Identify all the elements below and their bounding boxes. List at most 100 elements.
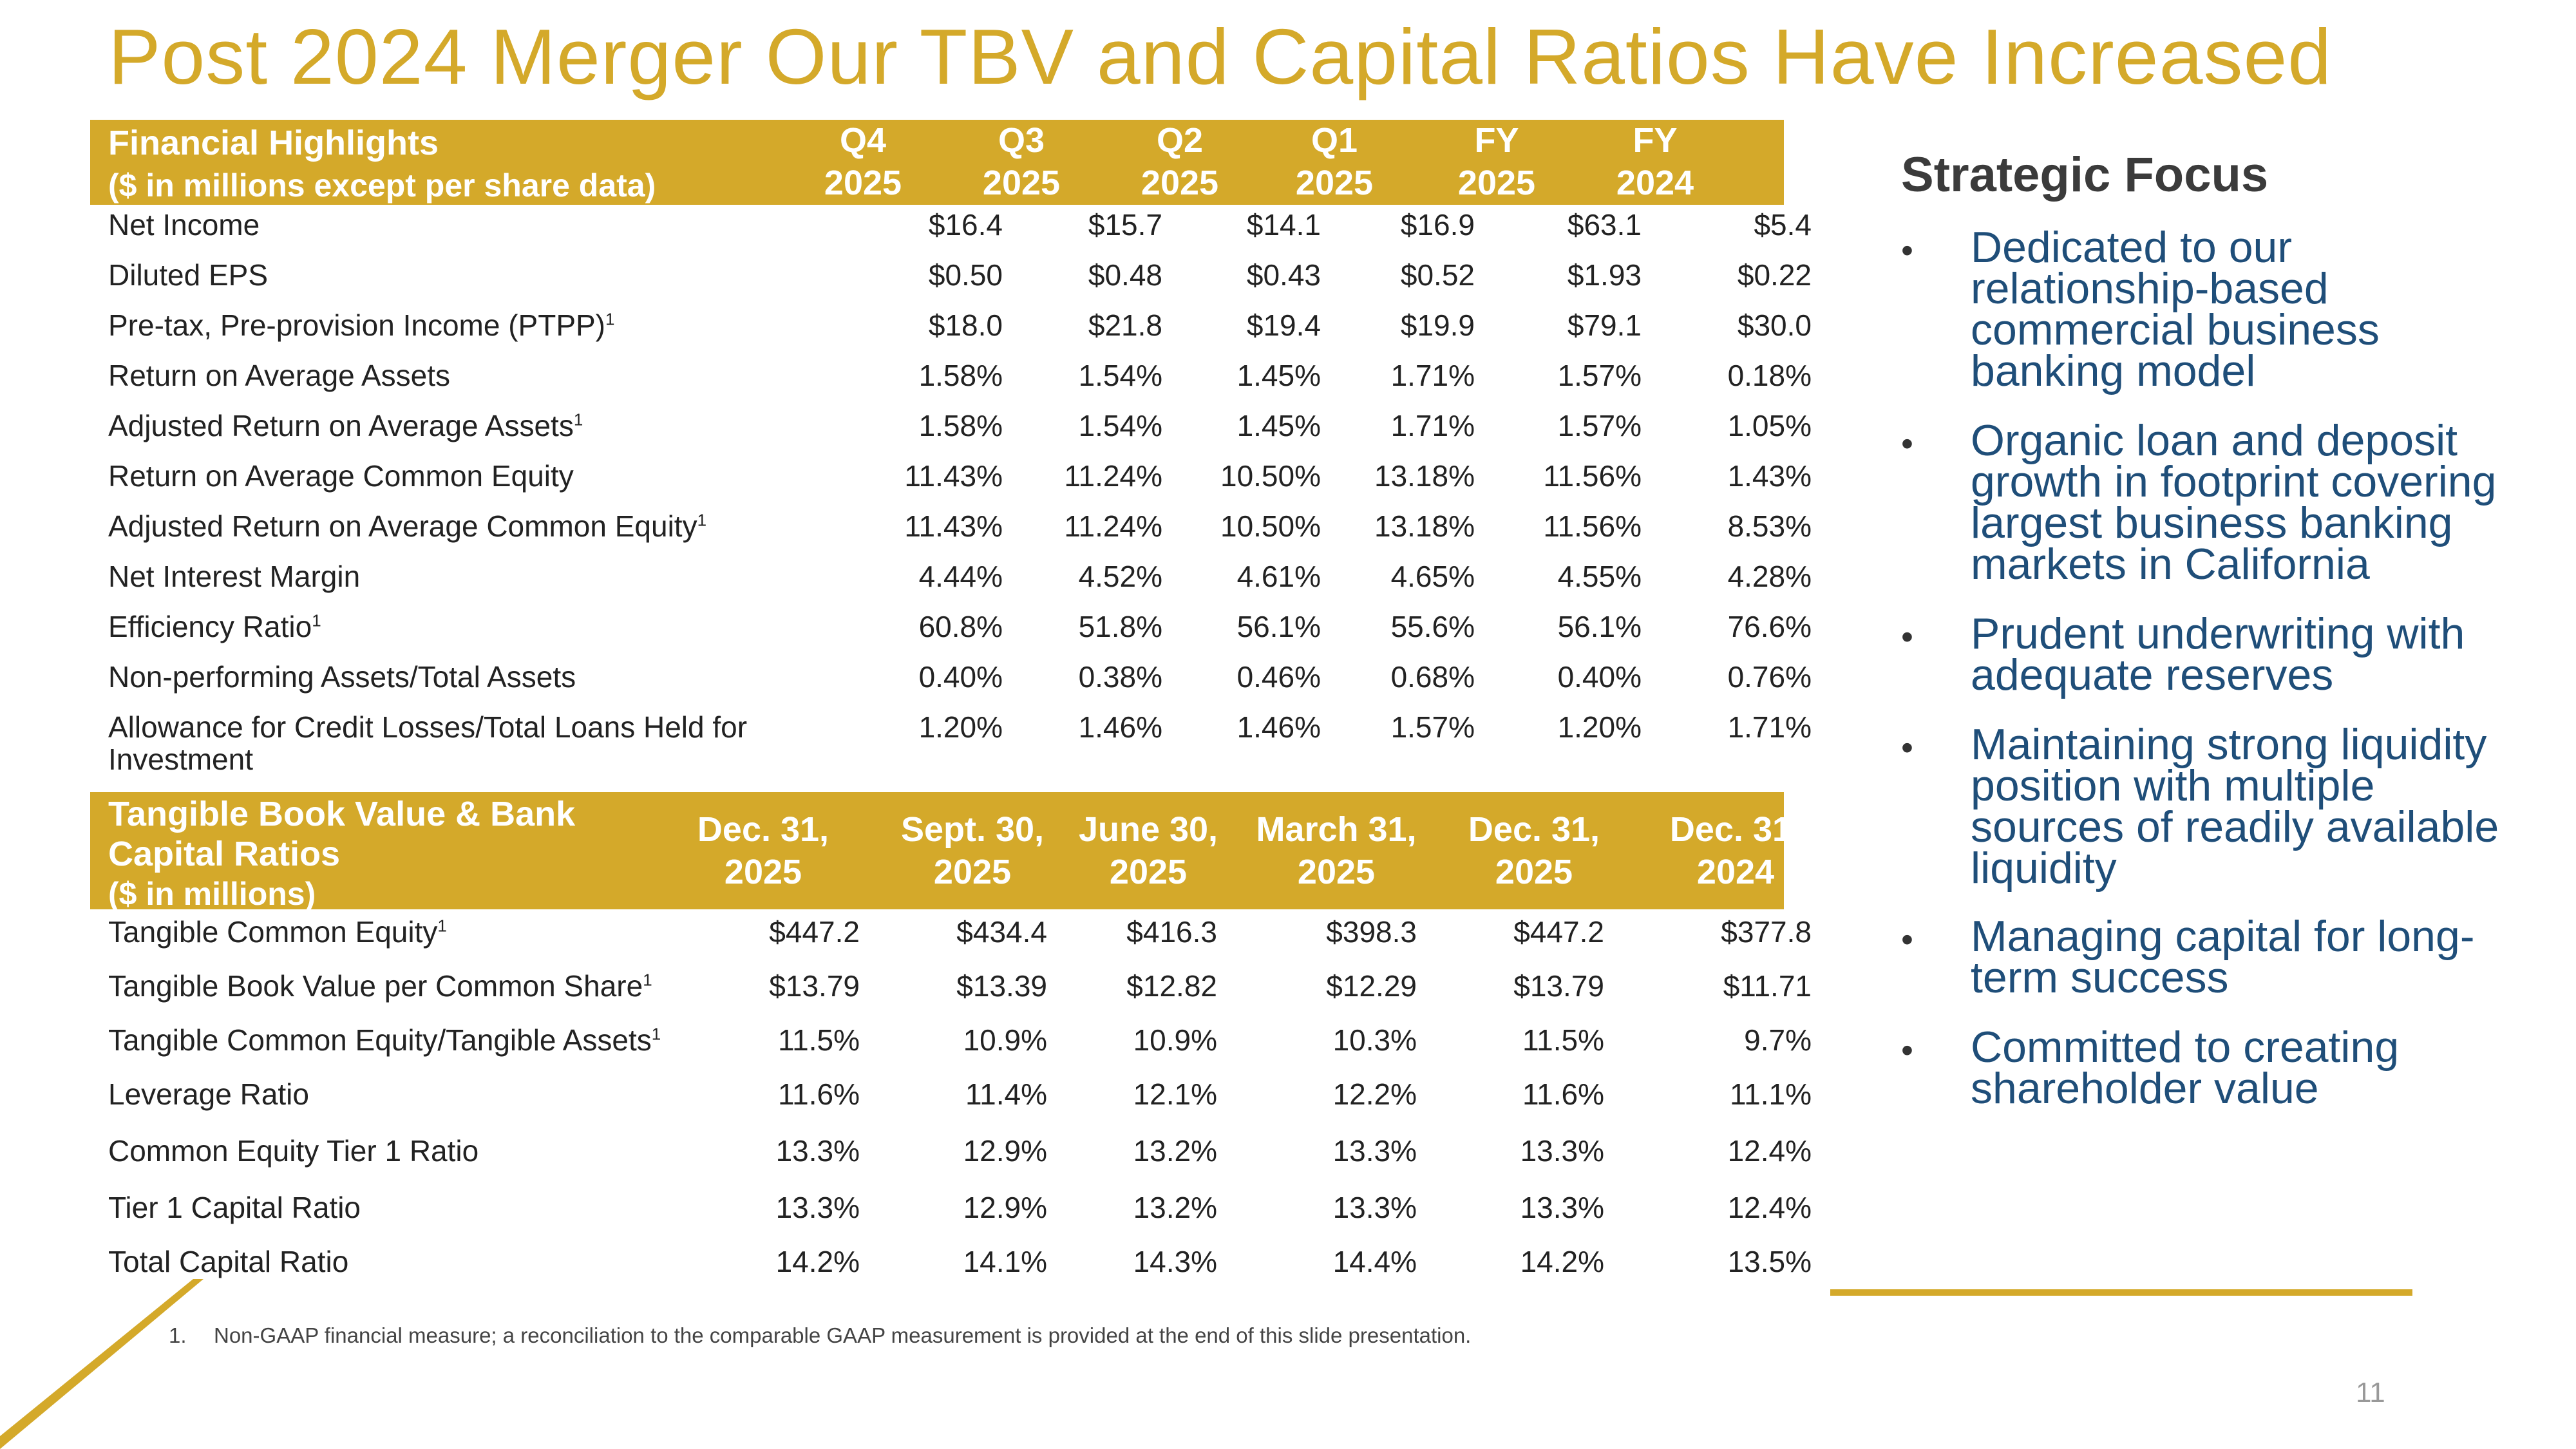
- fh-cell: 60.8%: [918, 610, 1003, 643]
- footnote-marker: 1: [697, 510, 707, 530]
- tbv-row-label-text: Tangible Book Value per Common Share: [108, 969, 643, 1003]
- tbv-cell: 12.4%: [1727, 1191, 1812, 1224]
- bullet-text: Managing capital for long-term success: [1971, 914, 2570, 999]
- footnote-marker: 1: [605, 309, 615, 329]
- bullet-text-line: commercial business: [1971, 305, 2380, 354]
- fh-row-label-text: Diluted EPS: [108, 258, 269, 292]
- tbv-row-label-text: Tangible Common Equity/Tangible Assets: [108, 1023, 652, 1057]
- tbv-cell: 13.2%: [1133, 1191, 1217, 1224]
- fh-col-header-year: 2025: [1457, 164, 1536, 202]
- tbv-cell: $398.3: [1326, 915, 1417, 949]
- tbv-row-label-text: Total Capital Ratio: [108, 1245, 349, 1278]
- bullet-dot-icon: •: [1901, 728, 1913, 767]
- fh-col-header-period: Q4: [839, 121, 887, 160]
- tbv-header-band: Tangible Book Value & Bank Capital Ratios…: [90, 792, 1801, 912]
- bullet-text-line: growth in footprint covering: [1971, 457, 2497, 506]
- footnote-marker: 1: [643, 970, 652, 990]
- fh-cell: 1.20%: [1557, 710, 1642, 744]
- fh-cell: 1.45%: [1236, 409, 1321, 442]
- bullet-text-line: Dedicated to our: [1971, 223, 2292, 272]
- fh-row-label-text: Efficiency Ratio: [108, 610, 312, 643]
- fh-cell: 56.1%: [1236, 610, 1321, 643]
- tbv-row-label: Total Capital Ratio: [108, 1244, 348, 1279]
- fh-cell: 1.71%: [1390, 359, 1475, 392]
- fh-row-label: Net Income: [108, 207, 260, 242]
- fh-cell: $0.48: [1088, 258, 1162, 292]
- fh-cell: 0.18%: [1727, 359, 1812, 392]
- fh-row-label: Pre-tax, Pre-provision Income (PTPP)1: [108, 308, 614, 343]
- bullet-text-line: shareholder value: [1971, 1064, 2319, 1113]
- fh-cell: 51.8%: [1078, 610, 1162, 643]
- fh-cell: 8.53%: [1727, 509, 1812, 543]
- tbv-cell: $12.82: [1126, 969, 1217, 1003]
- fh-cell: 11.43%: [904, 459, 1003, 493]
- bullet-text-line: adequate reserves: [1971, 650, 2334, 699]
- bullet-dot-icon: •: [1901, 424, 1913, 463]
- tbv-row-label: Leverage Ratio: [108, 1077, 309, 1112]
- page-number: 11: [2356, 1377, 2385, 1408]
- tbv-cell: 12.2%: [1332, 1077, 1417, 1111]
- tbv-cell: 13.2%: [1133, 1134, 1217, 1168]
- bullet-text-line: sources of readily available: [1971, 802, 2499, 851]
- fh-cell: 13.18%: [1374, 459, 1475, 493]
- fh-row-label: Diluted EPS: [108, 258, 268, 292]
- fh-header-subtitle: ($ in millions except per share data): [108, 167, 656, 204]
- fh-cell: $19.4: [1246, 308, 1321, 342]
- tbv-cell: $12.29: [1326, 969, 1417, 1003]
- fh-cell: 1.57%: [1557, 409, 1642, 442]
- tbv-cell: $434.4: [956, 915, 1047, 949]
- tbv-cell: 14.2%: [775, 1245, 860, 1278]
- bullet-text-line: Maintaining strong liquidity: [1971, 720, 2487, 769]
- fh-col-header-period: Q2: [1156, 121, 1204, 160]
- fh-cell: 4.52%: [1078, 560, 1162, 593]
- bullet-text: Dedicated to our relationship-based commer…: [1971, 223, 2570, 395]
- tbv-col-header-year: 2024: [1696, 853, 1775, 891]
- fh-cell: $79.1: [1567, 308, 1642, 342]
- footnote-marker: 1: [573, 410, 583, 430]
- tbv-row-label: Tangible Common Equity1: [108, 914, 447, 949]
- tbv-col-header-year: 2025: [1109, 853, 1188, 891]
- tbv-cell: $13.79: [769, 969, 860, 1003]
- fh-col-header-year: 2025: [1295, 164, 1374, 202]
- tbv-cell: 13.5%: [1727, 1245, 1812, 1278]
- fh-cell: $0.52: [1400, 258, 1475, 292]
- tbv-header-subtitle: ($ in millions): [108, 876, 316, 912]
- tbv-cell: 11.5%: [777, 1023, 860, 1057]
- fh-cell: 4.44%: [918, 560, 1003, 593]
- bullet-text-line: largest business banking: [1971, 498, 2453, 547]
- bullet-text-line: Prudent underwriting with: [1971, 609, 2465, 658]
- fh-cell: 11.56%: [1543, 509, 1642, 543]
- tbv-cell: 12.9%: [963, 1191, 1047, 1224]
- fh-cell: $63.1: [1567, 208, 1642, 242]
- fh-header-band: Financial Highlights ($ in millions excep…: [90, 120, 1784, 205]
- fh-cell: 10.50%: [1220, 509, 1321, 543]
- fh-cell: 0.68%: [1390, 660, 1475, 694]
- bullet-text: Organic loan and deposit growth in footpr…: [1971, 419, 2570, 589]
- tbv-col-header-year: 2025: [724, 853, 802, 891]
- fh-col-header-period: FY: [1633, 121, 1678, 160]
- tbv-col-header-date: June 30,: [1078, 810, 1218, 849]
- fh-row-label: Return on Average Common Equity: [108, 459, 574, 493]
- fh-row-label: Allowance for Credit Losses/Total Loans …: [108, 710, 747, 777]
- fh-cell: 1.58%: [918, 409, 1003, 442]
- fh-cell: 55.6%: [1390, 610, 1475, 643]
- tbv-row-label: Tangible Common Equity/Tangible Assets1: [108, 1023, 661, 1057]
- fh-row-label: Net Interest Margin: [108, 559, 360, 594]
- fh-cell: $0.22: [1737, 258, 1812, 292]
- bullet-text-line: markets in California: [1971, 540, 2370, 589]
- fh-cell: 76.6%: [1727, 610, 1812, 643]
- bullet-text: Committed to creating shareholder value: [1971, 1025, 2570, 1113]
- bullet-text-line: banking model: [1971, 346, 2256, 395]
- tbv-cell: 14.4%: [1332, 1245, 1417, 1278]
- fh-cell: $19.9: [1400, 308, 1475, 342]
- fh-row-label-text: Non-performing Assets/Total Assets: [108, 660, 576, 694]
- tbv-col-header-date: Dec. 31,: [1669, 810, 1802, 849]
- fh-cell: 0.76%: [1727, 660, 1812, 694]
- fh-col-header-year: 2025: [982, 164, 1061, 202]
- fh-cell: 11.24%: [1064, 509, 1162, 543]
- tbv-cell: 12.1%: [1133, 1077, 1217, 1111]
- fh-cell: $16.4: [928, 208, 1003, 242]
- fh-cell: $14.1: [1246, 208, 1321, 242]
- fh-row-label-text: Pre-tax, Pre-provision Income (PTPP): [108, 308, 606, 342]
- fh-row-label-cont: Investment: [108, 743, 253, 776]
